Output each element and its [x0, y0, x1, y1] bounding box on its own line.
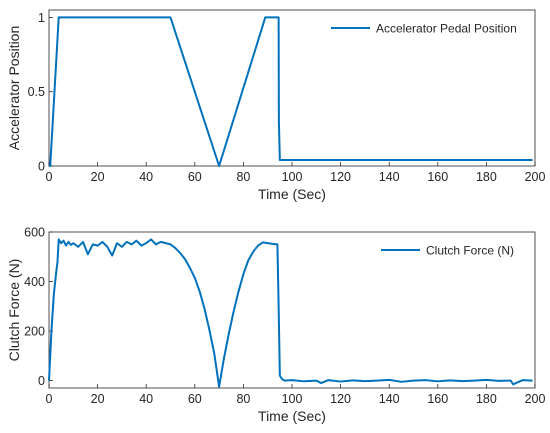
x-tick-label: 140: [379, 170, 400, 184]
x-axis-title: Time (Sec): [258, 408, 326, 424]
x-tick-label: 160: [427, 392, 448, 406]
y-tick-label: 0: [38, 160, 45, 174]
x-tick-label: 40: [139, 170, 153, 184]
x-tick-label: 160: [427, 170, 448, 184]
x-tick-label: 40: [139, 392, 153, 406]
y-axis-title: Clutch Force (N): [6, 259, 22, 362]
y-tick-label: 200: [24, 325, 45, 339]
x-tick-label: 120: [330, 170, 351, 184]
x-tick-label: 140: [379, 392, 400, 406]
accel-series-line: [49, 16, 533, 167]
x-tick-label: 100: [282, 170, 303, 184]
x-tick-label: 180: [476, 170, 497, 184]
legend-label: Clutch Force (N): [426, 244, 514, 258]
x-tick-label: 80: [236, 392, 250, 406]
x-tick-label: 0: [46, 170, 53, 184]
x-tick-label: 20: [91, 170, 105, 184]
y-tick-label: 0: [38, 374, 45, 388]
y-tick-label: 400: [24, 275, 45, 289]
legend-label: Accelerator Pedal Position: [376, 22, 517, 36]
x-tick-label: 20: [91, 392, 105, 406]
y-tick-label: 0.5: [28, 85, 45, 99]
x-tick-label: 180: [476, 392, 497, 406]
y-tick-label: 600: [24, 226, 45, 240]
x-tick-label: 200: [525, 392, 546, 406]
accelerator-chart: 0 20 40 60 80 100 120 140 160 180 200 0 0.5 1 Time (Se…: [6, 9, 546, 202]
x-tick-label: 60: [188, 170, 202, 184]
x-tick-label: 120: [330, 392, 351, 406]
x-tick-label: 200: [525, 170, 546, 184]
x-tick-label: 0: [46, 392, 53, 406]
y-tick-label: 1: [38, 11, 45, 25]
clutch-force-chart: 0 20 40 60 80 100 120 140 160 180 200 0 200 400 600 Tim…: [6, 226, 545, 425]
x-tick-label: 80: [236, 170, 250, 184]
x-axis-title: Time (Sec): [258, 186, 326, 202]
x-tick-label: 100: [282, 392, 303, 406]
y-axis-title: Accelerator Position: [6, 26, 22, 151]
x-tick-label: 60: [188, 392, 202, 406]
clutch-series-line: [48, 238, 533, 388]
